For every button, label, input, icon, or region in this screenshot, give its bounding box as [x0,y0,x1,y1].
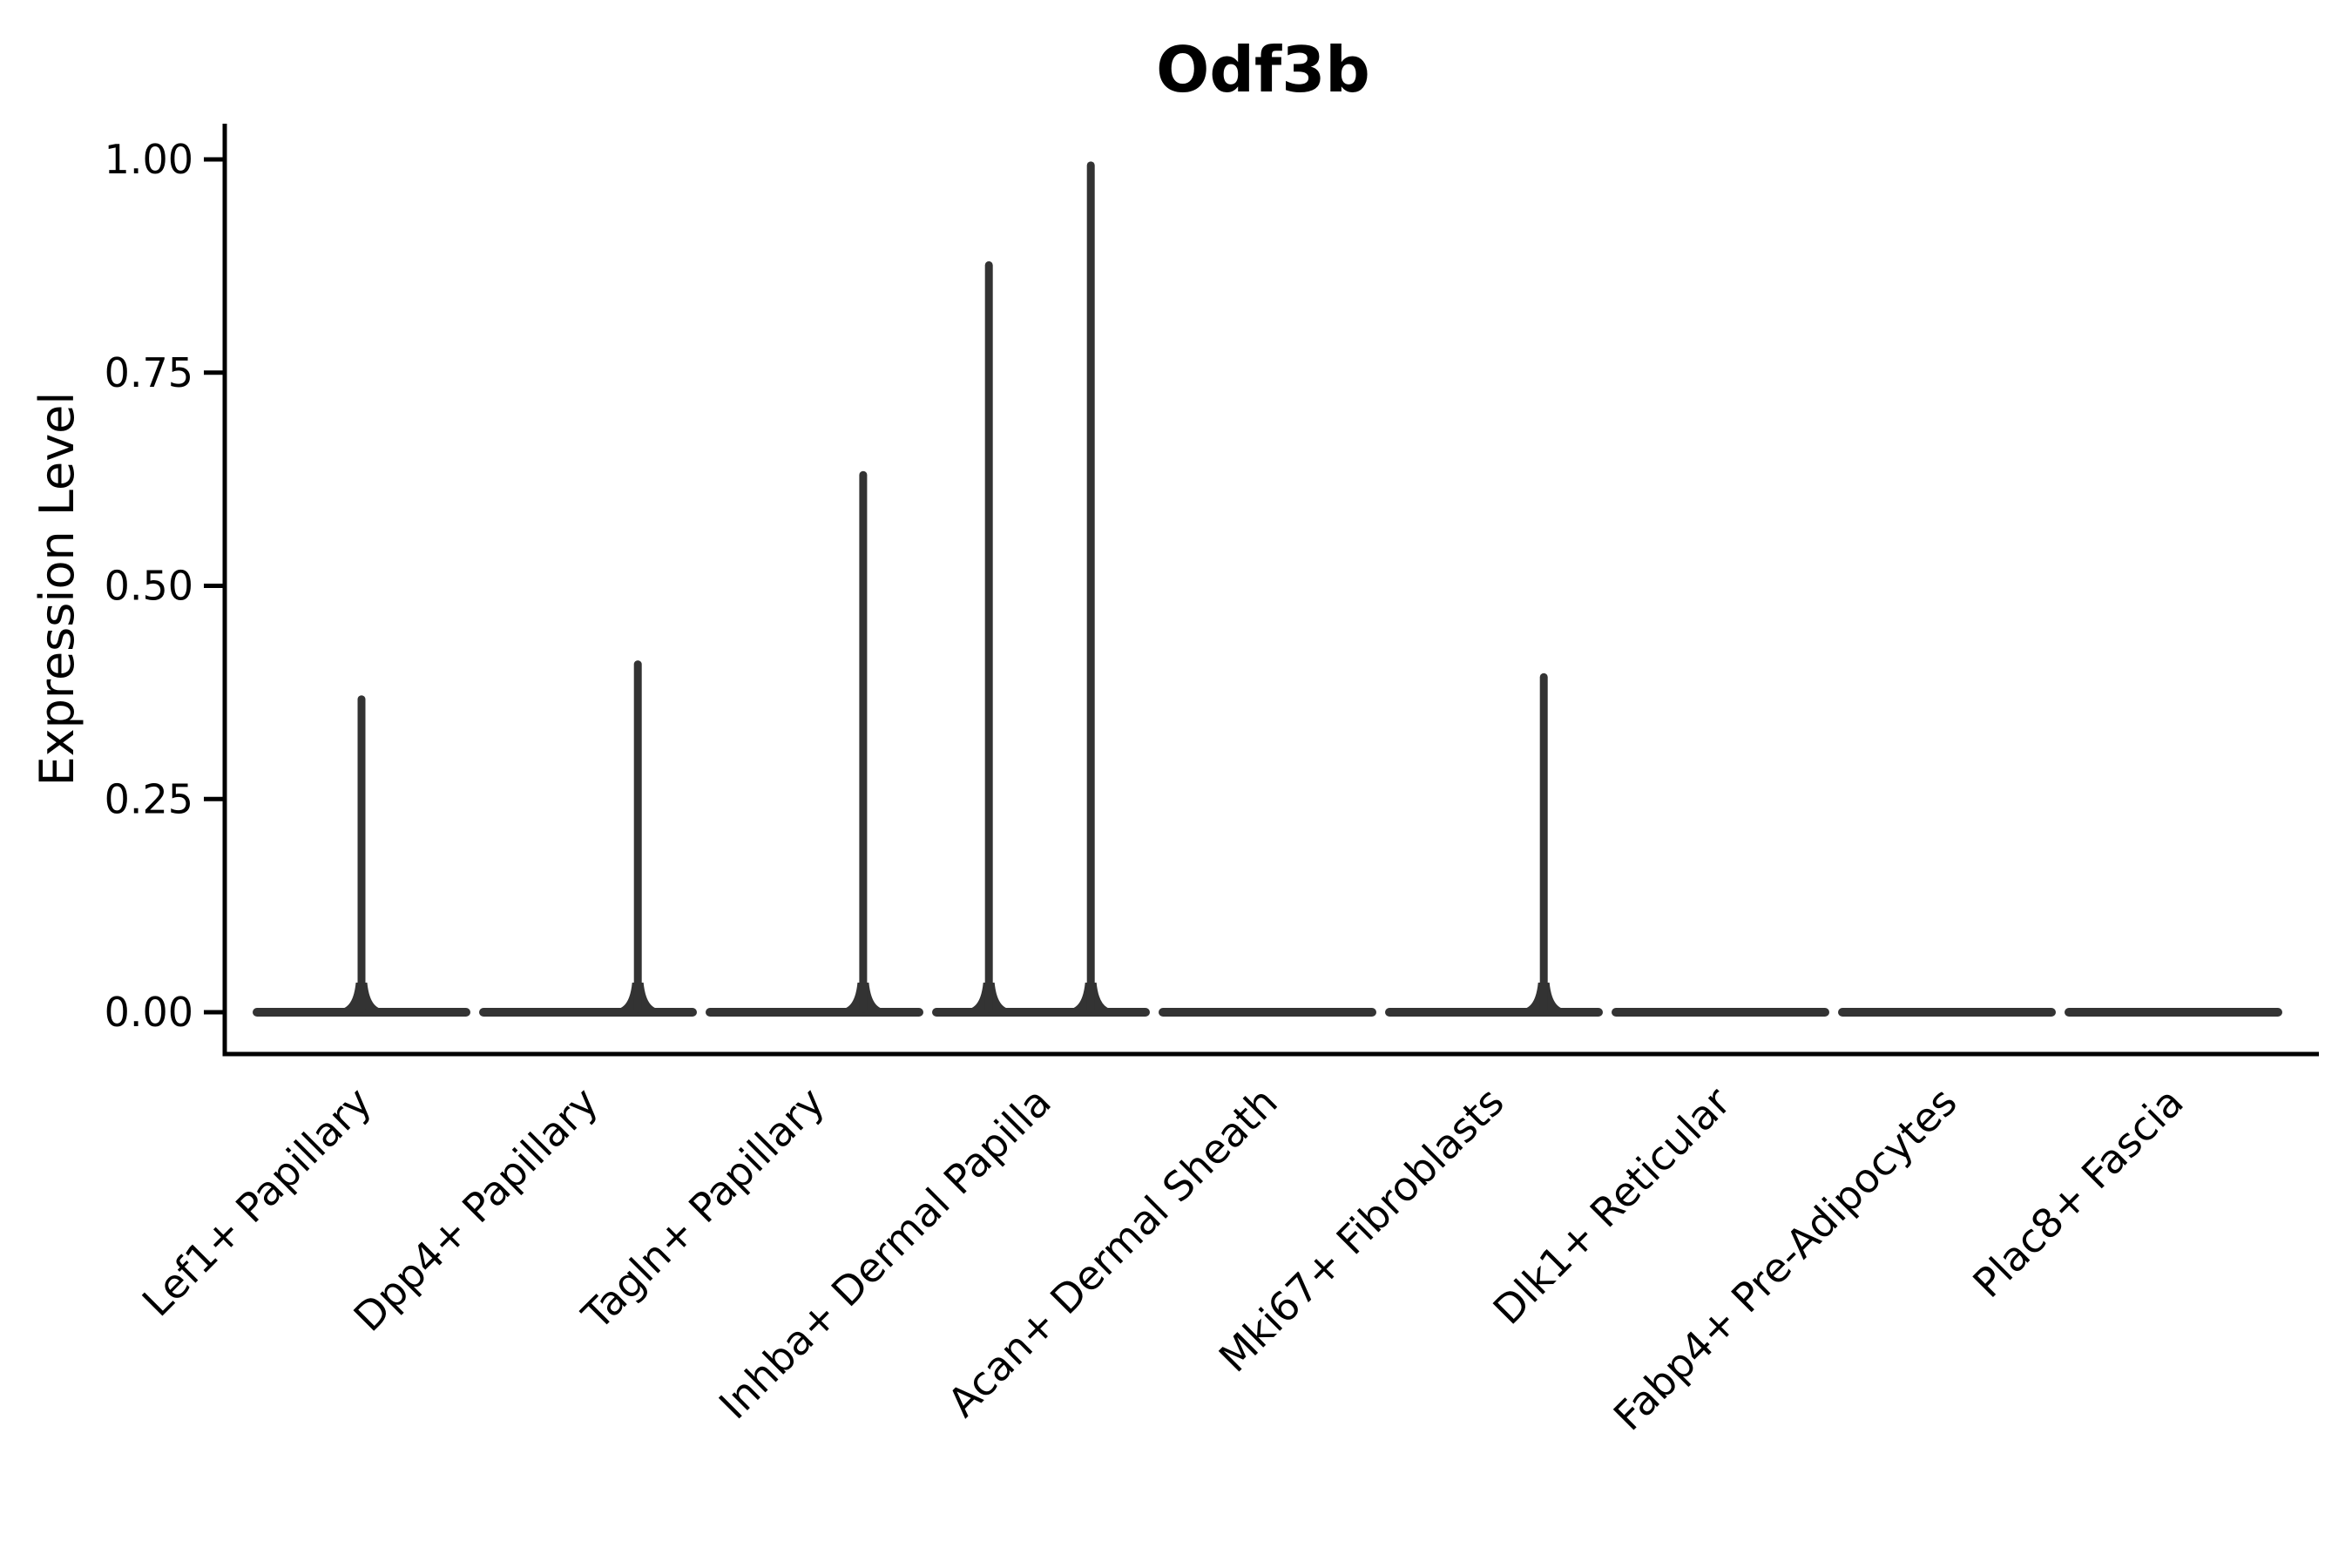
y-tick-label: 0.75 [105,349,193,396]
y-tick-label: 0.50 [105,563,193,610]
chart-title: Odf3b [1156,33,1370,106]
x-tick-label: Dlk1+ Reticular [1484,1078,1740,1334]
y-tick-label: 1.00 [105,136,193,183]
y-tick-label: 0.00 [105,989,193,1036]
x-tick-label: Dpp4+ Papillary [345,1078,607,1341]
y-tick-label: 0.25 [105,775,193,822]
x-tick-label: Lef1+ Papillary [133,1078,381,1326]
plot-area: 0.00 0.25 0.50 0.75 1.00 Lef1+ PapillaryDpp4+… [105,124,2319,1440]
y-axis-label: Expression Level [30,392,84,787]
x-tick-label: Plac8+ Fascia [1963,1078,2192,1307]
x-tick-label: Tagln+ Papillary [572,1078,834,1340]
